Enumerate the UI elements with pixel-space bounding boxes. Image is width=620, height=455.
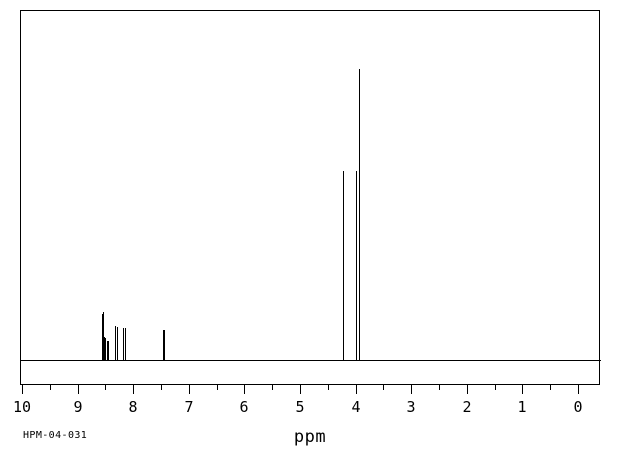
axis-tick-minor [50,385,51,390]
axis-tick-major [133,385,134,394]
axis-tick-label: 6 [239,398,249,416]
axis-tick-major [356,385,357,394]
axis-tick-minor [105,385,106,390]
x-axis-ticks [0,385,620,397]
axis-tick-major [467,385,468,394]
axis-tick-label: 1 [517,398,527,416]
axis-tick-major [411,385,412,394]
spectrum-baseline [20,360,601,361]
axis-tick-minor [550,385,551,390]
x-axis-tick-labels: 10 9 8 7 6 5 4 3 2 1 0 [0,398,620,418]
axis-tick-label: 5 [295,398,305,416]
axis-tick-label: 10 [12,398,32,416]
axis-tick-label: 2 [462,398,472,416]
axis-tick-label: 9 [73,398,83,416]
axis-tick-minor [383,385,384,390]
axis-tick-major [189,385,190,394]
axis-tick-major [22,385,23,394]
axis-tick-label: 3 [406,398,416,416]
axis-tick-label: 8 [128,398,138,416]
plot-frame [20,10,600,385]
axis-tick-major [578,385,579,394]
axis-tick-label: 4 [351,398,361,416]
axis-tick-minor [439,385,440,390]
axis-tick-minor [272,385,273,390]
axis-tick-minor [495,385,496,390]
axis-tick-major [244,385,245,394]
axis-tick-label: 0 [573,398,583,416]
axis-tick-major [522,385,523,394]
x-axis-title: ppm [293,427,327,447]
axis-tick-minor [217,385,218,390]
axis-tick-minor [328,385,329,390]
axis-tick-minor [161,385,162,390]
axis-tick-major [78,385,79,394]
sample-id-label: HPM-04-031 [23,430,88,441]
axis-tick-label: 7 [184,398,194,416]
axis-tick-major [300,385,301,394]
